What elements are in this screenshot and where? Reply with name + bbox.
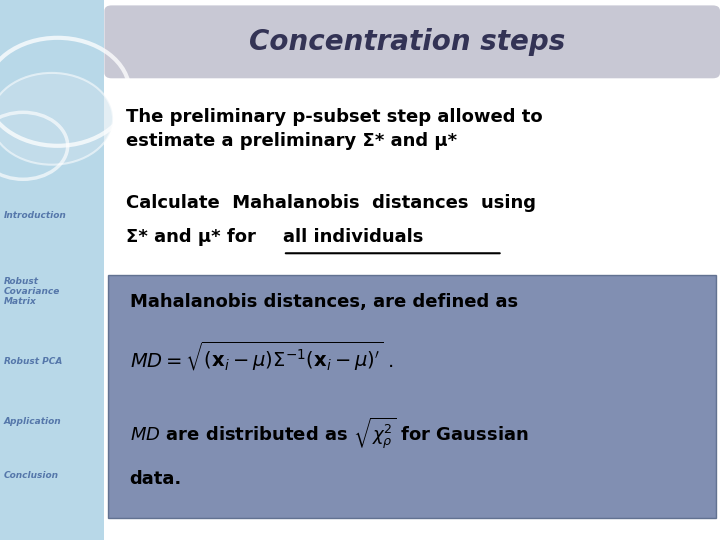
Text: Conclusion: Conclusion — [4, 471, 58, 480]
Text: Introduction: Introduction — [4, 212, 66, 220]
Text: The preliminary p-subset step allowed to
estimate a preliminary Σ* and μ*: The preliminary p-subset step allowed to… — [126, 108, 543, 150]
Text: Σ* and μ* for: Σ* and μ* for — [126, 228, 262, 246]
Text: Robust
Covariance
Matrix: Robust Covariance Matrix — [4, 276, 60, 307]
Circle shape — [0, 73, 113, 165]
Text: Mahalanobis distances, are defined as: Mahalanobis distances, are defined as — [130, 293, 518, 311]
FancyBboxPatch shape — [0, 0, 104, 540]
Text: all individuals: all individuals — [283, 228, 423, 246]
Text: $\mathit{MD} = \sqrt{(\mathbf{x}_i - \mu)\Sigma^{-1}(\mathbf{x}_i - \mu)^{\prime: $\mathit{MD} = \sqrt{(\mathbf{x}_i - \mu… — [130, 340, 393, 374]
Text: Concentration steps: Concentration steps — [248, 28, 565, 56]
Text: $\mathit{MD}$ are distributed as $\sqrt{\chi^2_\rho}$ for Gaussian: $\mathit{MD}$ are distributed as $\sqrt{… — [130, 416, 528, 451]
FancyBboxPatch shape — [108, 275, 716, 518]
Text: Robust PCA: Robust PCA — [4, 357, 62, 366]
Text: data.: data. — [130, 470, 182, 488]
Text: Application: Application — [4, 417, 61, 426]
FancyBboxPatch shape — [104, 5, 720, 78]
Text: Calculate  Mahalanobis  distances  using: Calculate Mahalanobis distances using — [126, 194, 536, 212]
